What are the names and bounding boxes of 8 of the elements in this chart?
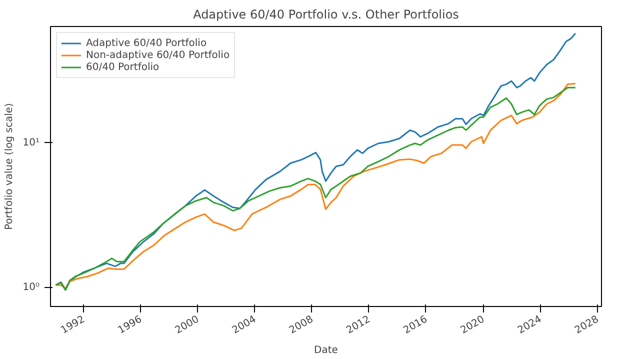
x-axis-title: Date <box>314 345 338 356</box>
legend-label: Non-adaptive 60/40 Portfolio <box>86 49 230 61</box>
y-tick-label: 10¹ <box>22 137 40 148</box>
y-tick-label: 10⁰ <box>22 282 40 294</box>
y-axis-title: Portfolio value (log scale) <box>4 103 15 230</box>
legend-label: 60/40 Portfolio <box>86 61 160 73</box>
chart-title: Adaptive 60/40 Portfolio v.s. Other Portfolios <box>193 8 459 22</box>
legend-label: Adaptive 60/40 Portfolio <box>86 37 207 49</box>
